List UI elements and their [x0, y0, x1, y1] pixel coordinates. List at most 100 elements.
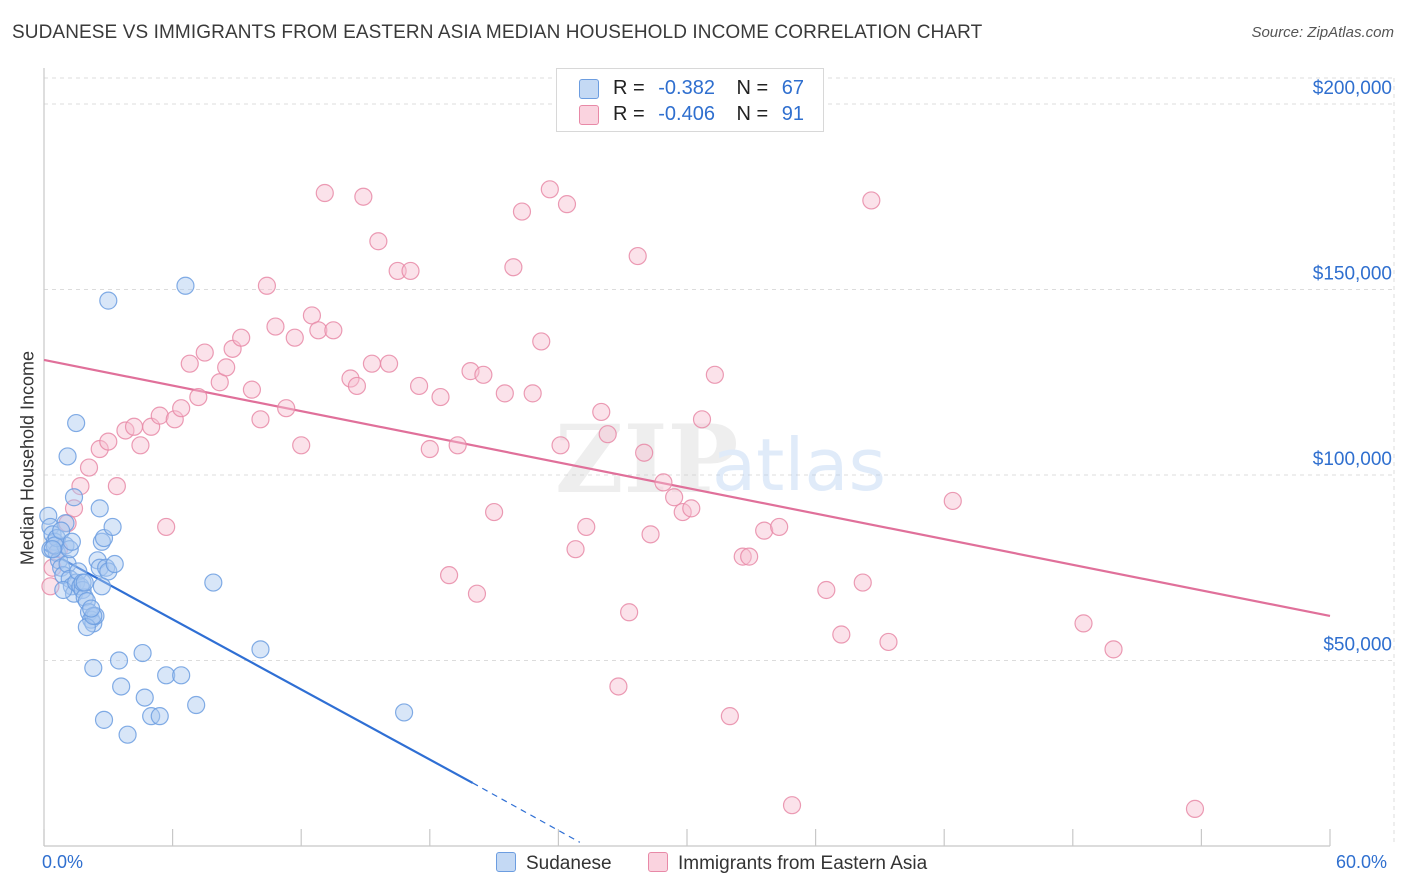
bottom-legend-label-eastern-asia: Immigrants from Eastern Asia	[678, 853, 928, 874]
data-point-eastern-asia	[99, 432, 118, 451]
data-point-sudanese	[105, 554, 124, 574]
data-point-eastern-asia	[124, 417, 144, 436]
watermark: ZIP atlas	[555, 405, 886, 515]
data-point-eastern-asia	[467, 584, 487, 603]
data-point-sudanese	[135, 688, 154, 707]
data-point-sudanese	[157, 666, 176, 685]
chart-source: Source: ZipAtlas.com	[1251, 24, 1394, 41]
data-point-eastern-asia	[733, 547, 752, 566]
data-point-eastern-asia	[504, 258, 523, 277]
data-point-eastern-asia	[217, 358, 236, 377]
data-point-eastern-asia	[409, 376, 429, 396]
data-point-eastern-asia	[232, 328, 251, 347]
correlation-legend: R = -0.382 N = 67 R = -0.406 N = 91	[556, 68, 824, 132]
data-point-eastern-asia	[540, 180, 559, 199]
data-point-eastern-asia	[285, 328, 304, 347]
axes	[43, 68, 1331, 847]
bottom-legend-swatch-sudanese	[496, 852, 516, 872]
data-point-eastern-asia	[512, 202, 532, 221]
y-tick-label: $50,000	[1323, 634, 1392, 655]
data-point-eastern-asia	[474, 365, 493, 384]
data-point-sudanese	[109, 651, 129, 670]
legend-r-label: R =	[613, 103, 645, 125]
data-point-sudanese	[69, 562, 88, 581]
data-point-sudanese	[62, 532, 81, 551]
data-point-sudanese	[77, 618, 96, 637]
data-point-eastern-asia	[266, 317, 285, 336]
data-point-eastern-asia	[388, 261, 407, 281]
data-point-eastern-asia	[401, 261, 420, 281]
data-points	[39, 180, 1205, 818]
data-point-eastern-asia	[1104, 640, 1123, 659]
data-point-sudanese	[172, 666, 191, 685]
bottom-legend-eastern-asia: Immigrants from Eastern Asia	[648, 852, 927, 876]
data-point-sudanese	[99, 291, 118, 310]
data-point-sudanese	[67, 413, 86, 433]
data-point-eastern-asia	[354, 187, 373, 206]
data-point-eastern-asia	[157, 517, 176, 537]
data-point-eastern-asia	[189, 387, 208, 407]
data-point-eastern-asia	[369, 232, 388, 251]
data-point-eastern-asia	[277, 399, 296, 418]
data-point-eastern-asia	[150, 406, 169, 425]
data-point-sudanese	[204, 573, 223, 592]
data-point-eastern-asia	[770, 517, 789, 537]
data-point-sudanese	[94, 710, 114, 729]
data-point-eastern-asia	[682, 499, 701, 518]
data-point-sudanese	[43, 540, 62, 559]
data-point-eastern-asia	[862, 191, 881, 210]
data-point-sudanese	[92, 577, 111, 596]
data-point-eastern-asia	[832, 625, 851, 644]
data-point-eastern-asia	[557, 195, 577, 214]
data-point-sudanese	[84, 606, 103, 626]
data-point-eastern-asia	[654, 473, 673, 492]
data-point-sudanese	[41, 517, 60, 537]
data-point-eastern-asia	[315, 183, 334, 203]
data-point-eastern-asia	[485, 502, 504, 522]
data-point-eastern-asia	[362, 354, 382, 373]
data-point-eastern-asia	[628, 246, 647, 266]
x-tick-max: 60.0%	[1336, 852, 1388, 872]
data-point-sudanese	[39, 506, 58, 525]
data-point-eastern-asia	[107, 477, 126, 496]
data-point-eastern-asia	[705, 365, 724, 384]
data-point-eastern-asia	[532, 332, 551, 351]
legend-n-label: N =	[736, 103, 769, 125]
legend-n-label: N =	[736, 77, 769, 99]
data-point-eastern-asia	[609, 677, 628, 696]
y-tick-label: $100,000	[1313, 449, 1392, 470]
y-tick-label: $150,000	[1313, 263, 1392, 284]
data-point-sudanese	[112, 677, 131, 696]
data-point-eastern-asia	[620, 603, 639, 622]
data-point-eastern-asia	[439, 566, 459, 585]
data-point-eastern-asia	[495, 384, 514, 403]
data-point-sudanese	[52, 521, 71, 540]
data-point-sudanese	[73, 580, 92, 600]
data-point-eastern-asia	[720, 707, 739, 726]
data-point-eastern-asia	[172, 399, 191, 418]
data-point-eastern-asia	[379, 354, 399, 373]
legend-swatch-eastern-asia	[579, 105, 599, 125]
data-point-sudanese	[118, 725, 137, 744]
trend-line	[43, 548, 474, 784]
data-point-eastern-asia	[448, 436, 467, 455]
data-point-sudanese	[103, 517, 122, 537]
legend-r-value: -0.382	[658, 77, 715, 99]
data-point-sudanese	[75, 573, 94, 592]
data-point-eastern-asia	[242, 380, 262, 399]
data-point-sudanese	[150, 707, 169, 726]
data-point-eastern-asia	[598, 425, 617, 444]
data-point-eastern-asia	[79, 458, 99, 477]
data-point-eastern-asia	[523, 384, 542, 403]
x-tick-min: 0.0%	[42, 852, 84, 872]
data-point-eastern-asia	[257, 276, 277, 295]
data-point-sudanese	[58, 554, 77, 574]
watermark-zip: ZIP	[555, 405, 738, 515]
data-point-eastern-asia	[665, 488, 684, 507]
legend-n-value: 91	[781, 103, 805, 125]
data-point-eastern-asia	[755, 521, 774, 540]
data-point-eastern-asia	[324, 321, 343, 340]
data-point-eastern-asia	[879, 632, 898, 652]
trend-lines	[43, 358, 1331, 843]
